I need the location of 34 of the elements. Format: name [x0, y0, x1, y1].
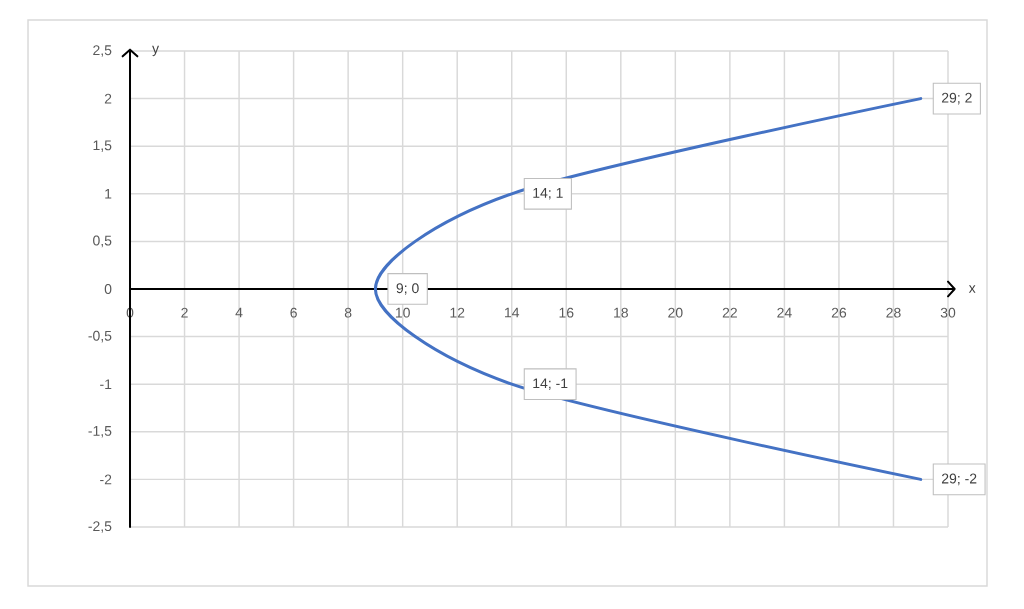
data-label: 14; -1 [533, 378, 568, 390]
x-tick-label: 22 [722, 307, 737, 318]
y-tick-label: 0 [104, 284, 112, 294]
data-label: 14; 1 [533, 188, 563, 200]
x-tick-label: 18 [614, 307, 628, 318]
y-tick-label: 1,5 [93, 140, 112, 152]
x-tick-label: 6 [290, 307, 297, 318]
y-tick-label: -1,5 [88, 426, 112, 438]
x-tick-label: 4 [235, 307, 243, 318]
x-tick-label: 16 [559, 307, 574, 318]
x-tick-label: 24 [777, 307, 792, 318]
x-tick-label: 26 [831, 307, 847, 318]
line-series [373, 97, 923, 481]
y-tick-label: -0,5 [88, 330, 112, 343]
x-tick-label: 14 [505, 307, 520, 318]
data-label: 29; 2 [941, 92, 972, 105]
y-tick-label: -1 [100, 379, 112, 389]
y-tick-label: 2 [104, 93, 112, 104]
y-tick-label: 2,5 [93, 45, 112, 57]
x-tick-label: 12 [450, 307, 465, 318]
x-tick-label: 10 [395, 307, 410, 318]
y-tick-label: -2 [100, 474, 112, 485]
x-tick-label: 20 [668, 307, 683, 318]
x-tick-label: 8 [344, 307, 352, 318]
y-tick-label: -2,5 [88, 521, 112, 533]
y-tick-label: 0,5 [93, 235, 112, 248]
x-tick-label: 30 [940, 307, 956, 318]
y-axis-title: y [152, 45, 160, 57]
x-tick-label: 28 [886, 307, 901, 318]
y-tick-label: 1 [105, 188, 112, 199]
data-label: 9; 0 [396, 283, 419, 295]
x-axis-title: x [968, 285, 976, 293]
data-label: 29; -2 [941, 473, 977, 486]
x-tick-label: 2 [181, 307, 188, 318]
